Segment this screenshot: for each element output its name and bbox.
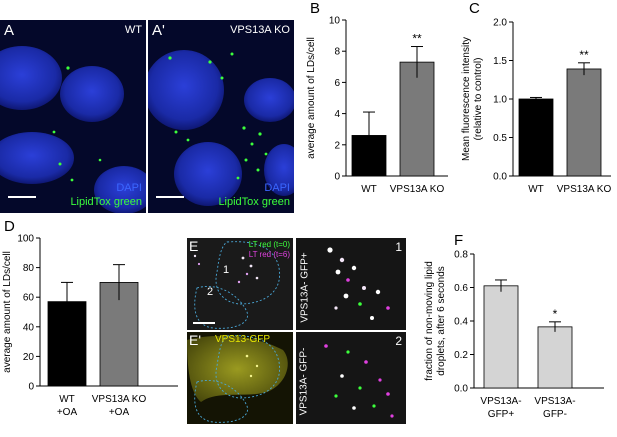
panel-a-letter: A [4,22,15,39]
chart-c-category-label: VPS13A KO [557,184,612,195]
micrograph-e-prime-image [187,332,293,424]
panel-c-letter: C [469,0,480,17]
chart-c-y-tick-label: 1.5 [493,56,507,67]
chart-f-y-tick-label: 0.6 [454,283,468,294]
micrograph-zoom-1: 1 VPS13A- GFP+ [296,238,406,330]
chart-d-y-tick-label: 0 [28,382,34,393]
panel-a-prime-letter: A' [152,22,165,39]
chart-f-bar [483,285,519,389]
chart-f-y-axis-label: fraction of non-moving lipid [424,261,435,381]
panel-a-genotype: WT [124,24,142,36]
zoom-2-image [296,332,406,424]
micrograph-e: E LT red (t=0) LT red (t=6) 1 2 [187,238,293,330]
chart-c-bar [518,98,554,177]
chart-d-category-label: VPS13A KO [92,394,147,405]
chart-b-category-label: WT [361,184,377,195]
chart-b-bar [399,61,435,177]
panel-e-prime-label: VPS13-GFP [215,334,271,345]
chart-c-y-axis-label: Mean fluorescence intensity [461,37,472,161]
chart-d-category-label: +OA [57,407,78,418]
chart-f-y-axis-label: droplets, after 6 seconds [436,266,447,376]
panel-e-cell-1: 1 [223,264,230,276]
zoom-1-number: 1 [395,240,402,254]
chart-b-significance: ** [412,32,422,46]
chart-d-category-label: +OA [109,407,130,418]
zoom-2-number: 2 [395,334,402,348]
panel-f-letter: F [454,232,464,249]
panel-a-dapi-label: DAPI [116,182,142,194]
micrograph-a-prime-ko: A' VPS13A KO DAPI LipidTox green [148,20,294,213]
panel-a-prime-genotype: VPS13A KO [230,24,290,36]
chart-f-category-label: VPS13A- [480,396,521,407]
chart-f-significance: * [553,307,558,321]
chart-d-category-label: WT [59,394,75,405]
micrograph-a-prime-image [148,20,294,213]
chart-f-category-label: GFP+ [488,409,515,420]
chart-b-y-tick-label: 2 [334,140,340,151]
chart-f-svg: 0.0 0.2 0.4 0.6 0.8 fraction of non-moving li… [424,250,604,420]
chart-c-y-axis-label: (relative to control) [473,58,484,141]
chart-b-y-tick-label: 8 [334,47,340,58]
chart-f-y-tick-label: 0.0 [454,384,468,395]
chart-b-svg: 0 2 4 6 8 10 average amount of LDs/cell WT ** VPS… [306,16,448,195]
chart-d-y-tick-label: 100 [17,234,34,245]
micrograph-a-wt: A WT DAPI LipidTox green [0,20,146,213]
chart-c-significance: ** [579,48,589,62]
chart-b-category-label: VPS13A KO [390,184,445,195]
chart-b-y-axis-label: average amount of LDs/cell [306,37,317,159]
chart-f-bar [537,326,573,389]
panel-a-prime-lipidtox-label: LipidTox green [218,196,290,208]
chart-panel-c: C 0.0 0.5 1.0 1.5 2.0 Mean fluorescence inten… [455,0,615,215]
chart-c-y-tick-label: 1.0 [493,95,507,106]
micrograph-e-image [187,238,293,330]
chart-panel-f: F 0.0 0.2 0.4 0.6 0.8 fraction of non-moving … [418,218,617,432]
panel-b-letter: B [310,0,321,17]
chart-b-y-tick-label: 4 [334,109,340,120]
panel-a-prime-dapi-label: DAPI [264,182,290,194]
chart-b-y-tick-label: 10 [329,16,341,27]
chart-d-y-axis-label: average amount of LDs/cell [2,251,13,373]
chart-b-y-tick-label: 6 [334,78,340,89]
zoom-1-image [296,238,406,330]
chart-d-svg: 0 20 40 60 80 100 average amount of LDs/cell WT… [2,234,178,418]
panel-e-legend-t6: LT red (t=6) [248,250,290,259]
chart-c-bar [566,68,602,177]
chart-d-y-tick-label: 20 [23,352,35,363]
chart-d-y-tick-label: 40 [23,322,35,333]
panel-e-letter: E [189,238,199,254]
panel-a-lipidtox-label: LipidTox green [70,196,142,208]
panel-e-prime-letter: E' [189,332,202,348]
micrograph-zoom-2: 2 VPS13A- GFP- [296,332,406,424]
chart-c-y-tick-label: 0.5 [493,133,507,144]
chart-panel-d: D 0 20 40 60 80 100 average amount of LDs/cell… [0,218,180,432]
zoom-2-label: VPS13A- GFP- [298,347,310,416]
panel-e-legend-t0: LT red (t=0) [248,240,290,249]
chart-f-y-tick-label: 0.2 [454,350,468,361]
zoom-1-label: VPS13A- GFP+ [299,252,311,323]
chart-f-category-label: GFP- [543,409,567,420]
chart-c-svg: 0.0 0.5 1.0 1.5 2.0 Mean fluorescence intensi… [461,18,612,196]
chart-f-y-tick-label: 0.8 [454,250,468,261]
chart-c-y-tick-label: 2.0 [493,18,507,29]
chart-f-category-label: VPS13A- [534,396,575,407]
chart-d-y-tick-label: 80 [23,263,35,274]
chart-b-y-tick-label: 0 [334,172,340,183]
chart-c-y-tick-label: 0.0 [493,172,507,183]
chart-d-y-tick-label: 60 [23,293,35,304]
chart-f-y-tick-label: 0.4 [454,317,468,328]
micrograph-a-image [0,20,146,213]
micrograph-e-prime: E' VPS13-GFP [187,332,293,424]
chart-panel-b: B 0 2 4 6 8 10 average amount of LDs/cell WT ** V… [300,0,450,215]
panel-e-cell-2: 2 [207,286,214,298]
panel-d-letter: D [4,218,15,235]
chart-c-category-label: WT [528,184,544,195]
